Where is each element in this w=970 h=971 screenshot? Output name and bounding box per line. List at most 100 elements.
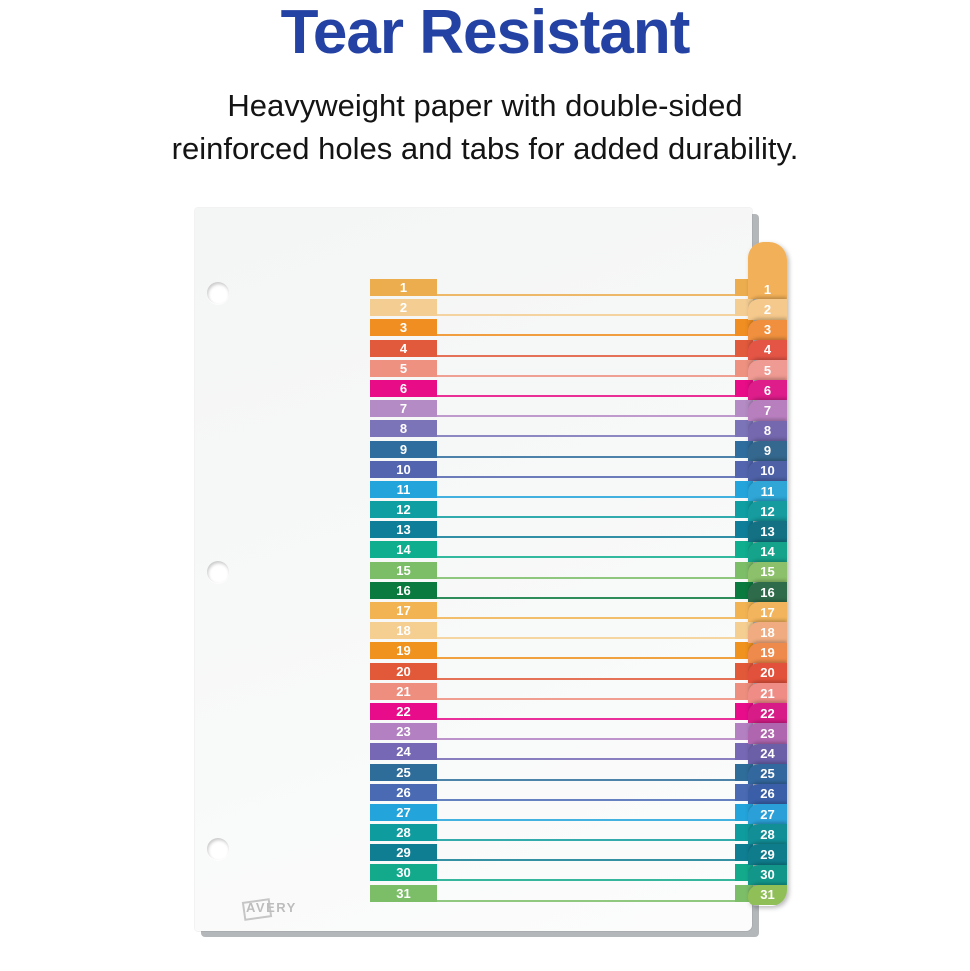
- toc-row: 12: [370, 501, 753, 521]
- index-tab: 5: [748, 359, 787, 381]
- row-number-cell: 10: [370, 460, 437, 478]
- toc-row-bar: 22: [370, 702, 753, 720]
- row-number-cell: 28: [370, 824, 437, 842]
- row-number-cell: 22: [370, 702, 437, 720]
- row-number-cell: 13: [370, 521, 437, 539]
- toc-row-bar: 31: [370, 884, 753, 902]
- row-rule: [437, 738, 735, 741]
- punch-hole-middle: [207, 561, 229, 583]
- toc-row-bar: 4: [370, 339, 753, 357]
- table-of-contents-rows: 1 2 3 4 5 6: [370, 279, 753, 905]
- index-tab: 22: [748, 703, 787, 724]
- row-number-cell: 26: [370, 783, 437, 801]
- row-rule: [437, 475, 735, 478]
- row-number-cell: 9: [370, 440, 437, 458]
- toc-row-bar: 5: [370, 359, 753, 377]
- row-rule: [437, 778, 735, 781]
- toc-row: 16: [370, 581, 753, 602]
- index-tab: 13: [748, 521, 787, 542]
- index-tab: 15: [748, 561, 787, 583]
- row-rule: [437, 314, 735, 317]
- punch-hole-bottom: [207, 838, 229, 860]
- toc-row-bar: 12: [370, 501, 753, 519]
- row-rule: [437, 394, 735, 397]
- index-tab: 7: [748, 400, 787, 421]
- row-number-cell: 11: [370, 480, 437, 498]
- index-tab: 25: [748, 763, 787, 784]
- index-tab: 31: [748, 884, 787, 906]
- row-rule: [437, 758, 735, 761]
- toc-row: 22: [370, 702, 753, 723]
- toc-row: 13: [370, 521, 753, 541]
- toc-row-bar: 29: [370, 844, 753, 862]
- index-tab: 23: [748, 723, 787, 744]
- punch-hole-top: [207, 282, 229, 304]
- row-number-cell: 20: [370, 662, 437, 680]
- index-tab: 20: [748, 662, 787, 683]
- toc-row: 19: [370, 642, 753, 662]
- toc-row-bar: 8: [370, 420, 753, 438]
- row-rule: [437, 374, 735, 377]
- index-tab-bank: 1 2 3 4 5 6 7 8 9 10 11 12 13 14 15 16 1…: [748, 242, 787, 906]
- index-tab: 19: [748, 642, 787, 663]
- index-tab: 28: [748, 824, 787, 845]
- row-number-cell: 17: [370, 602, 437, 619]
- toc-row: 27: [370, 803, 753, 824]
- row-number-cell: 25: [370, 763, 437, 781]
- row-number-cell: 31: [370, 884, 437, 902]
- toc-row-bar: 2: [370, 299, 753, 317]
- row-rule: [437, 617, 735, 619]
- toc-row: 18: [370, 622, 753, 642]
- row-number-cell: 18: [370, 622, 437, 640]
- row-rule: [437, 717, 735, 720]
- toc-row-bar: 23: [370, 723, 753, 741]
- subheadline: Heavyweight paper with double-sided reinf…: [0, 84, 970, 170]
- row-number-cell: 19: [370, 642, 437, 660]
- toc-row-bar: 11: [370, 480, 753, 498]
- toc-row: 2: [370, 299, 753, 319]
- toc-row-bar: 7: [370, 400, 753, 418]
- toc-row-bar: 21: [370, 682, 753, 700]
- toc-row-bar: 6: [370, 379, 753, 397]
- row-number-cell: 24: [370, 743, 437, 761]
- row-rule: [437, 677, 735, 680]
- headline: Tear Resistant: [280, 0, 691, 67]
- index-tab: 10: [748, 460, 787, 482]
- row-rule: [437, 798, 735, 801]
- toc-row-bar: 27: [370, 803, 753, 821]
- row-rule: [437, 879, 735, 882]
- toc-row: 21: [370, 682, 753, 703]
- row-rule: [437, 495, 735, 498]
- row-rule: [437, 415, 735, 418]
- index-tab: 9: [748, 440, 787, 461]
- subheadline-line-2: reinforced holes and tabs for added dura…: [171, 131, 799, 166]
- row-rule: [437, 839, 735, 842]
- row-rule: [437, 818, 735, 821]
- toc-row: 5: [370, 359, 753, 380]
- row-rule: [437, 899, 735, 902]
- toc-row: 6: [370, 379, 753, 400]
- toc-row: 14: [370, 541, 753, 561]
- index-tab: 2: [748, 299, 787, 320]
- avery-logo: AVERY: [241, 896, 313, 922]
- index-tab: 27: [748, 804, 787, 825]
- toc-row-bar: 18: [370, 622, 753, 640]
- index-tab: 1: [748, 242, 787, 300]
- row-rule: [437, 657, 735, 660]
- row-rule: [437, 596, 735, 599]
- index-tab: 16: [748, 582, 787, 603]
- row-number-cell: 5: [370, 359, 437, 377]
- row-rule: [437, 334, 735, 337]
- toc-row: 28: [370, 824, 753, 844]
- toc-row-bar: 10: [370, 460, 753, 478]
- toc-row-bar: 19: [370, 642, 753, 660]
- avery-logo-text: AVERY: [246, 900, 297, 915]
- row-rule: [437, 516, 735, 519]
- row-number-cell: 23: [370, 723, 437, 741]
- toc-row-bar: 9: [370, 440, 753, 458]
- row-number-cell: 4: [370, 339, 437, 357]
- row-rule: [437, 435, 735, 438]
- index-tab: 14: [748, 541, 787, 562]
- toc-row-bar: 25: [370, 763, 753, 781]
